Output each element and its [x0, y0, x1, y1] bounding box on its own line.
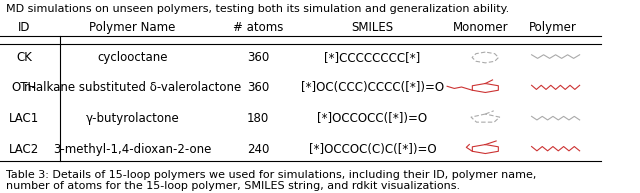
Text: # atoms: # atoms — [233, 21, 284, 34]
Text: Polymer Name: Polymer Name — [89, 21, 175, 34]
Text: γ-butyrolactone: γ-butyrolactone — [85, 112, 179, 125]
Text: cyclooctane: cyclooctane — [97, 51, 168, 64]
Text: 240: 240 — [247, 143, 269, 156]
Text: 360: 360 — [247, 81, 269, 95]
Text: SMILES: SMILES — [351, 21, 394, 34]
Text: [*]OCCOCC([*])=O: [*]OCCOCC([*])=O — [317, 112, 428, 125]
Text: Polymer: Polymer — [529, 21, 577, 34]
Text: Monomer: Monomer — [452, 21, 508, 34]
Text: [*]OC(CCC)CCCC([*])=O: [*]OC(CCC)CCCC([*])=O — [301, 81, 444, 95]
Text: 360: 360 — [247, 51, 269, 64]
Text: LAC2: LAC2 — [9, 143, 39, 156]
Text: OTH: OTH — [12, 81, 36, 95]
Text: [*]OCCOC(C)C([*])=O: [*]OCCOC(C)C([*])=O — [308, 143, 436, 156]
Text: n-alkane substituted δ-valerolactone: n-alkane substituted δ-valerolactone — [24, 81, 241, 95]
Text: MD simulations on unseen polymers, testing both its simulation and generalizatio: MD simulations on unseen polymers, testi… — [6, 4, 509, 14]
Text: 180: 180 — [247, 112, 269, 125]
Text: 3-methyl-1,4-dioxan-2-one: 3-methyl-1,4-dioxan-2-one — [53, 143, 211, 156]
Text: [*]CCCCCCCC[*]: [*]CCCCCCCC[*] — [324, 51, 420, 64]
Text: ID: ID — [18, 21, 30, 34]
Text: Table 3: Details of 15-loop polymers we used for simulations, including their ID: Table 3: Details of 15-loop polymers we … — [6, 170, 536, 191]
Text: LAC1: LAC1 — [9, 112, 39, 125]
Text: CK: CK — [16, 51, 32, 64]
